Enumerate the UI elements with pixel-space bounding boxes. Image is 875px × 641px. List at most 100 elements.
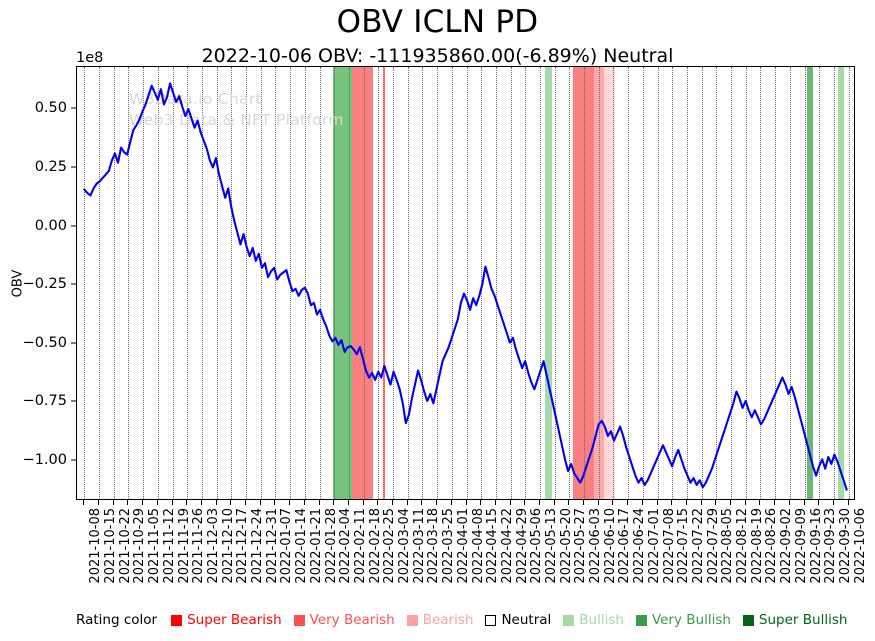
- x-axis-tick-mark: [303, 500, 305, 505]
- x-axis-tick-label: 2022-05-20: [558, 508, 574, 584]
- x-axis-tick-label: 2021-11-12: [161, 508, 177, 584]
- y-axis-tick-mark: [71, 166, 76, 168]
- rating-band: [838, 67, 845, 499]
- x-axis-tick-mark: [832, 500, 834, 505]
- x-axis-tick-label: 2021-12-10: [220, 508, 236, 584]
- x-axis-tick-label: 2022-05-13: [543, 508, 559, 584]
- x-axis-tick-label: 2021-10-15: [103, 508, 119, 584]
- x-axis-tick-label: 2022-09-09: [793, 508, 809, 584]
- gridline: [789, 67, 791, 499]
- gridline: [437, 67, 439, 499]
- y-axis-tick-label: −0.25: [22, 276, 67, 293]
- rating-band: [351, 67, 373, 499]
- x-axis-tick-label: 2022-06-17: [617, 508, 633, 584]
- gridline: [84, 67, 86, 499]
- x-axis-tick-mark: [583, 500, 585, 505]
- obv-line-series: [83, 82, 848, 491]
- gridline: [584, 67, 586, 499]
- rating-band: [545, 67, 552, 499]
- x-axis-tick-mark: [685, 500, 687, 505]
- x-axis-tick-label: 2022-08-12: [735, 508, 751, 584]
- legend: Rating color Super Bearish Very Bearish Be…: [76, 612, 859, 628]
- x-axis-tick-mark: [818, 500, 820, 505]
- gridline: [143, 67, 145, 499]
- legend-item[interactable]: Super Bearish: [171, 612, 282, 628]
- x-axis-tick-label: 2022-01-21: [308, 508, 324, 584]
- gridline: [804, 67, 806, 499]
- legend-swatch: [171, 614, 183, 626]
- x-axis-tick-label: 2021-10-29: [132, 508, 148, 584]
- x-axis-tick-label: 2021-11-26: [191, 508, 207, 584]
- x-axis-tick-mark: [612, 500, 614, 505]
- page-title: OBV ICLN PD: [336, 4, 539, 40]
- y-axis-tick-label: −1.00: [22, 452, 67, 469]
- x-axis-tick-mark: [480, 500, 482, 505]
- x-axis-tick-mark: [377, 500, 379, 505]
- gridline: [260, 67, 262, 499]
- gridline: [775, 67, 777, 499]
- legend-label: Super Bullish: [758, 612, 848, 628]
- gridline: [525, 67, 527, 499]
- x-axis-tick-mark: [200, 500, 202, 505]
- gridline: [628, 67, 630, 499]
- legend-label: Bullish: [579, 612, 624, 628]
- rating-band: [604, 67, 615, 499]
- x-axis-tick-mark: [186, 500, 188, 505]
- x-axis-tick-label: 2022-07-01: [646, 508, 662, 584]
- legend-item[interactable]: Bearish: [406, 612, 474, 628]
- legend-swatch: [563, 614, 575, 626]
- legend-swatch: [406, 614, 418, 626]
- gridline: [598, 67, 600, 499]
- legend-swatch: [742, 614, 754, 626]
- x-axis-tick-mark: [259, 500, 261, 505]
- x-axis-tick-label: 2022-02-11: [352, 508, 368, 584]
- gridline: [642, 67, 644, 499]
- x-axis-tick-label: 2022-03-04: [397, 508, 412, 584]
- gridline: [510, 67, 512, 499]
- x-axis-tick-label: 2021-12-03: [205, 508, 221, 584]
- x-axis-tick-mark: [847, 500, 849, 505]
- legend-label: Very Bearish: [309, 612, 395, 628]
- x-axis-tick-mark: [627, 500, 629, 505]
- chart-subtitle: 2022-10-06 OBV: -111935860.00(-6.89%) Ne…: [201, 45, 674, 67]
- gridline: [128, 67, 130, 499]
- gridline: [231, 67, 233, 499]
- rating-band: [332, 67, 352, 499]
- legend-item[interactable]: Super Bullish: [742, 612, 848, 628]
- gridline: [539, 67, 541, 499]
- legend-item[interactable]: Very Bearish: [293, 612, 395, 628]
- x-axis-tick-mark: [230, 500, 232, 505]
- x-axis-tick-mark: [641, 500, 643, 505]
- x-axis-tick-mark: [127, 500, 129, 505]
- x-axis-tick-mark: [568, 500, 570, 505]
- x-axis-tick-label: 2022-08-26: [764, 508, 780, 584]
- x-axis-tick-label: 2022-07-29: [705, 508, 721, 584]
- gridline: [363, 67, 365, 499]
- legend-label: Bearish: [422, 612, 474, 628]
- x-axis-tick-label: 2022-09-16: [808, 508, 824, 584]
- x-axis-tick-mark: [774, 500, 776, 505]
- gridline: [275, 67, 277, 499]
- x-axis-tick-label: 2022-03-25: [441, 508, 457, 584]
- gridline: [319, 67, 321, 499]
- x-axis-tick-label: 2022-04-01: [455, 508, 471, 584]
- x-axis-tick-mark: [494, 500, 496, 505]
- x-axis-tick-label: 2021-10-08: [88, 508, 104, 584]
- rating-band: [383, 67, 386, 499]
- x-axis-tick-mark: [759, 500, 761, 505]
- x-axis-tick-mark: [362, 500, 364, 505]
- x-axis-tick-mark: [347, 500, 349, 505]
- legend-item[interactable]: Bullish: [563, 612, 624, 628]
- x-axis-tick-label: 2022-09-23: [823, 508, 839, 584]
- gridline: [848, 67, 850, 499]
- y-axis-tick-mark: [71, 400, 76, 402]
- gridline: [201, 67, 203, 499]
- legend-item[interactable]: Very Bullish: [635, 612, 731, 628]
- y-axis-exponent: 1e8: [76, 50, 104, 66]
- legend-item[interactable]: Neutral: [485, 612, 551, 628]
- x-axis-tick-label: 2022-06-10: [602, 508, 618, 584]
- x-axis-tick-label: 2022-01-28: [323, 508, 339, 584]
- gridline: [686, 67, 688, 499]
- legend-label: Very Bullish: [651, 612, 731, 628]
- gridline: [378, 67, 380, 499]
